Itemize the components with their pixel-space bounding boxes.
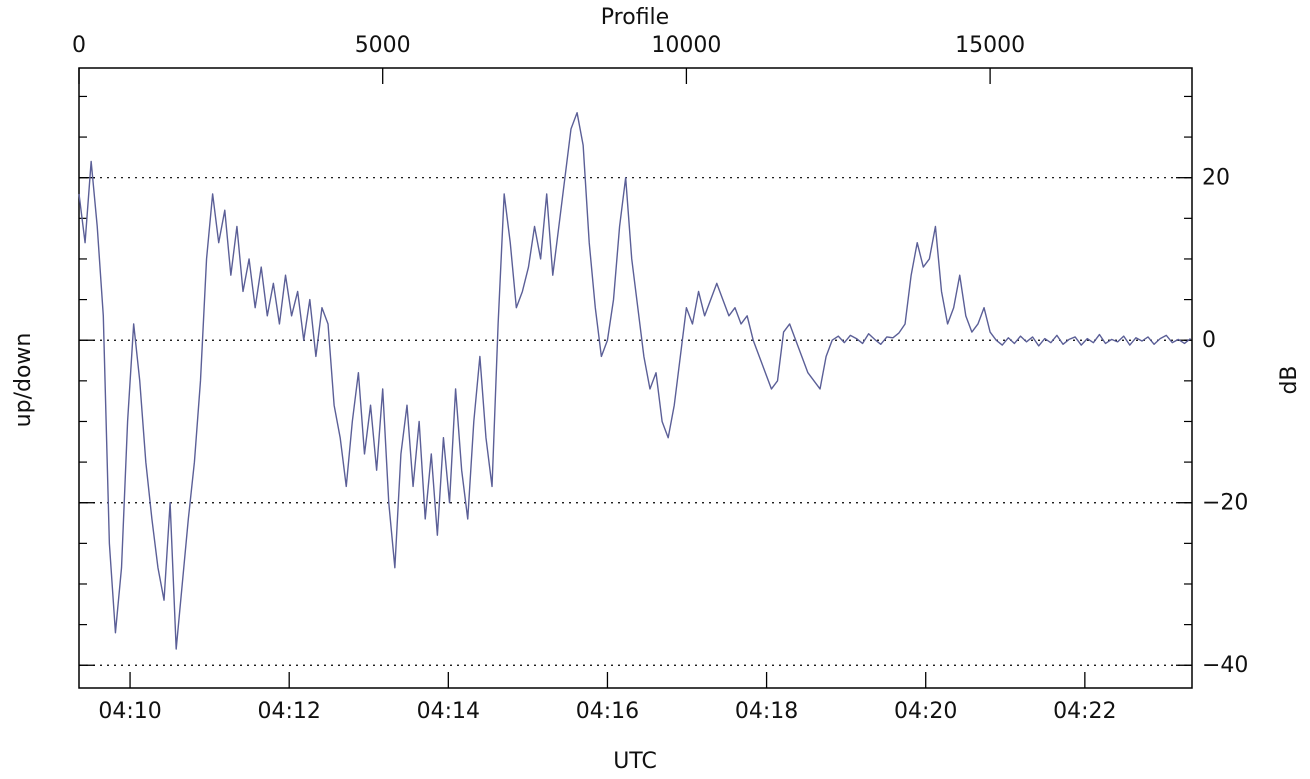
plot-frame — [78, 67, 1193, 689]
top-tick-label: 15000 — [955, 33, 1025, 58]
x-tick-label: 04:20 — [894, 699, 957, 724]
y2-tick-label: 0 — [1202, 328, 1216, 353]
x-tick-label: 04:12 — [257, 699, 320, 724]
x-tick-label: 04:10 — [98, 699, 161, 724]
x-tick-label: 04:16 — [576, 699, 639, 724]
y2-tick-label: 20 — [1202, 166, 1230, 191]
top-tick-label: 10000 — [651, 33, 721, 58]
y2-tick-label: −40 — [1202, 653, 1248, 678]
data-line — [78, 111, 1191, 650]
top-axis-label: Profile — [601, 5, 669, 30]
top-tick-label: 0 — [72, 33, 86, 58]
top-tick-label: 5000 — [355, 33, 411, 58]
y2-tick-label: −20 — [1202, 491, 1248, 516]
x-axis-label: UTC — [613, 749, 657, 774]
y2-axis-label: dB — [1277, 365, 1302, 394]
x-tick-label: 04:22 — [1053, 699, 1116, 724]
y-axis-label: up/down — [11, 333, 36, 428]
x-tick-label: 04:14 — [417, 699, 480, 724]
x-tick-label: 04:18 — [735, 699, 798, 724]
